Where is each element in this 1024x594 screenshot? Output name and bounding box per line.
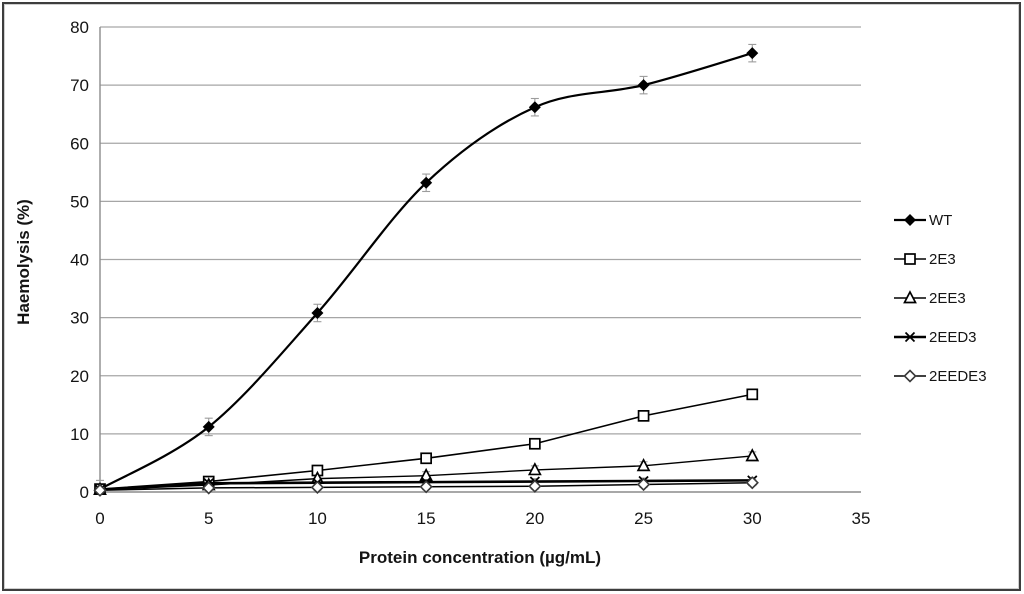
legend-item-WT: WT: [893, 211, 987, 229]
marker-triangle-open: [903, 290, 917, 304]
legend-marker-triangle-open-icon: [894, 290, 926, 304]
series-WT: [94, 47, 759, 496]
marker-diamond-open: [745, 476, 759, 490]
marker-diamond-filled: [528, 101, 541, 114]
legend-label: 2EEDE3: [929, 367, 987, 385]
legend-item-2E3: 2E3: [893, 250, 987, 268]
series-2EEDE3: [93, 476, 759, 497]
legend-marker-square-open-icon: [894, 253, 926, 265]
legend-label: WT: [929, 211, 953, 229]
y-tick-label: 60: [70, 134, 89, 153]
x-tick-label: 25: [634, 509, 653, 528]
marker-diamond-filled: [904, 214, 916, 226]
marker-x: [904, 331, 916, 343]
y-tick-label: 50: [70, 192, 89, 211]
x-tick-label: 20: [525, 509, 544, 528]
marker-triangle-open: [745, 448, 760, 462]
x-tick-label: 5: [204, 509, 213, 528]
y-tick-label: 0: [80, 483, 89, 502]
x-axis-title: Protein concentration (µg/mL): [358, 548, 602, 567]
marker-diamond-filled: [311, 306, 324, 319]
y-tick-label: 70: [70, 76, 89, 95]
marker-square-open: [904, 253, 916, 265]
marker-diamond-open: [528, 479, 542, 493]
marker-diamond-open: [202, 481, 216, 495]
legend-item-2EEDE3: 2EEDE3: [893, 367, 987, 385]
marker-diamond-open: [903, 369, 917, 383]
marker-diamond-open: [93, 483, 107, 497]
marker-diamond-open: [419, 480, 433, 494]
marker-square-open: [746, 388, 759, 401]
x-tick-label: 0: [95, 509, 104, 528]
y-tick-label: 80: [70, 18, 89, 37]
series-line-WT: [99, 52, 753, 491]
legend-item-2EED3: 2EED3: [893, 328, 987, 346]
marker-diamond-filled: [420, 176, 433, 189]
y-tick-label: 20: [70, 367, 89, 386]
legend-item-2EE3: 2EE3: [893, 289, 987, 307]
legend-marker-diamond-open-icon: [894, 369, 926, 383]
legend-label: 2EED3: [929, 328, 977, 346]
y-axis-title: Haemolysis (%): [14, 199, 33, 325]
legend-marker-x-icon: [894, 331, 926, 343]
x-tick-label: 30: [743, 509, 762, 528]
marker-diamond-open: [310, 480, 325, 494]
marker-square-open: [637, 410, 650, 422]
x-tick-label: 10: [308, 509, 327, 528]
marker-diamond-filled: [637, 79, 650, 92]
legend-marker-diamond-filled-icon: [894, 214, 926, 226]
marker-diamond-filled: [746, 47, 759, 60]
legend: WT 2E3 2EE3 2EED3 2EEDE3: [893, 212, 987, 407]
x-tick-label: 35: [852, 509, 871, 528]
marker-square-open: [529, 437, 541, 450]
legend-label: 2EE3: [929, 289, 966, 307]
marker-triangle-open: [527, 462, 542, 476]
marker-diamond-open: [636, 477, 651, 492]
y-tick-label: 10: [70, 425, 89, 444]
marker-square-open: [420, 452, 432, 465]
legend-label: 2E3: [929, 250, 956, 268]
x-tick-label: 15: [417, 509, 436, 528]
marker-diamond-filled: [202, 420, 215, 433]
marker-triangle-open: [636, 458, 651, 472]
y-tick-label: 30: [70, 309, 89, 328]
y-tick-label: 40: [70, 251, 89, 270]
